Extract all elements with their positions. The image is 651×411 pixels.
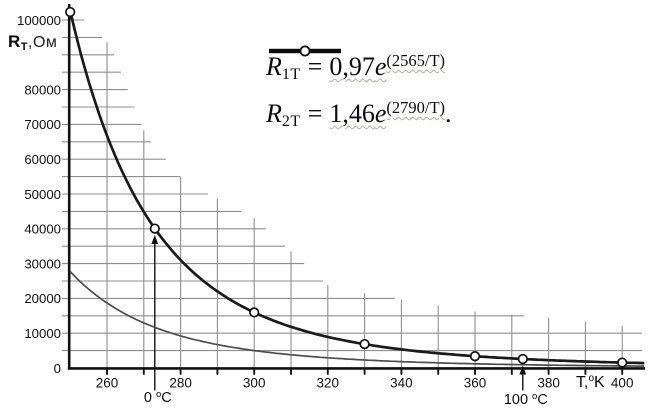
svg-text:50000: 50000 <box>24 187 61 202</box>
svg-text:10000: 10000 <box>24 326 61 341</box>
y-axis-subscript: T <box>20 41 29 53</box>
svg-text:280: 280 <box>169 376 192 391</box>
legend: R1T = 0,97e(2565/T) R2T = 1,46e(2790/T). <box>266 44 452 138</box>
r2t-curve <box>68 10 645 365</box>
r1t-curve <box>69 271 645 367</box>
svg-text:20000: 20000 <box>24 291 61 306</box>
x-axis-unit: K <box>594 374 605 391</box>
svg-text:400: 400 <box>611 376 634 391</box>
degree-sup: o <box>588 373 595 384</box>
svg-text:340: 340 <box>390 376 413 391</box>
svg-text:60000: 60000 <box>24 152 61 167</box>
y-axis-unit: ,Ом <box>28 34 58 51</box>
svg-text:100000: 100000 <box>17 13 61 28</box>
legend-formula-r1t: R1T = 0,97e(2565/T) <box>266 51 446 83</box>
annotation-100-celsius: 100 oC <box>503 391 548 408</box>
x-axis-title: T,oK <box>576 373 605 392</box>
axes <box>67 4 645 375</box>
svg-text:360: 360 <box>464 376 487 391</box>
legend-line-sample-r2t <box>269 45 341 57</box>
legend-item-r2t: R2T = 1,46e(2790/T). <box>266 45 452 138</box>
y-axis-symbol: R <box>8 32 21 51</box>
svg-text:70000: 70000 <box>24 117 61 132</box>
y-tick-labels: 0 10000 20000 30000 40000 50000 60000 70000 8000… <box>17 13 61 376</box>
legend-formula-r2t: R2T = 1,46e(2790/T). <box>266 98 452 130</box>
svg-text:0: 0 <box>54 361 61 376</box>
svg-text:30000: 30000 <box>24 256 61 271</box>
x-axis-symbol: T, <box>576 374 589 391</box>
y-axis-title: RT,Ом <box>8 32 57 53</box>
svg-text:80000: 80000 <box>24 82 61 97</box>
svg-text:40000: 40000 <box>24 222 61 237</box>
svg-text:260: 260 <box>96 376 119 391</box>
curve-markers <box>65 6 628 368</box>
annotation-0-celsius: 0 oC <box>143 389 172 406</box>
svg-text:320: 320 <box>317 376 340 391</box>
svg-text:380: 380 <box>537 376 560 391</box>
x-tick-labels: 260 280 300 320 340 360 380 400 <box>96 376 634 391</box>
svg-text:300: 300 <box>243 376 266 391</box>
annotation-arrows <box>151 235 527 391</box>
legend-circle-marker <box>299 45 311 57</box>
